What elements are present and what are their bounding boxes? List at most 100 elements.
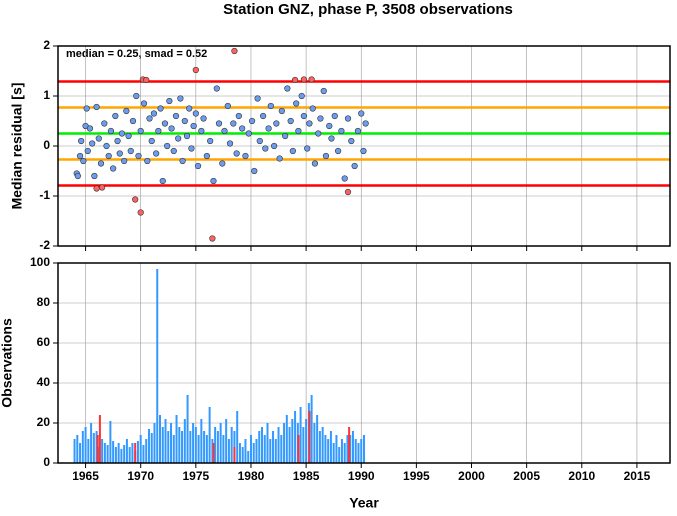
x-tick-label: 1995 bbox=[403, 469, 430, 483]
bar bbox=[327, 439, 330, 463]
bar bbox=[272, 431, 275, 463]
bar bbox=[343, 443, 346, 463]
data-point bbox=[83, 105, 90, 112]
data-point bbox=[192, 110, 199, 117]
data-point bbox=[190, 122, 197, 130]
bar bbox=[109, 421, 112, 463]
bar bbox=[136, 441, 139, 463]
data-point bbox=[295, 127, 302, 135]
bar bbox=[354, 439, 357, 463]
data-point bbox=[97, 160, 105, 167]
data-point bbox=[360, 147, 367, 155]
bar bbox=[305, 419, 308, 463]
data-point bbox=[309, 105, 316, 112]
data-point bbox=[231, 47, 238, 55]
data-point bbox=[239, 125, 246, 132]
data-point bbox=[146, 115, 153, 122]
data-point bbox=[219, 160, 226, 167]
y-tick-label: 0 bbox=[43, 138, 50, 152]
bar bbox=[332, 443, 335, 463]
data-point bbox=[207, 137, 214, 145]
data-point bbox=[213, 85, 220, 92]
data-point bbox=[311, 160, 319, 167]
data-point bbox=[348, 137, 355, 145]
bar bbox=[297, 435, 300, 463]
bar bbox=[145, 439, 148, 463]
data-point bbox=[105, 152, 112, 160]
data-point bbox=[101, 120, 108, 127]
bar bbox=[261, 427, 263, 463]
y-tick-label: 0 bbox=[43, 455, 50, 469]
bar bbox=[363, 435, 365, 463]
data-point bbox=[194, 162, 202, 170]
bar bbox=[351, 431, 354, 463]
bar bbox=[192, 423, 195, 463]
bar bbox=[308, 411, 311, 463]
data-point bbox=[334, 147, 342, 155]
x-tick-label: 1965 bbox=[72, 469, 99, 483]
bar bbox=[159, 415, 161, 463]
data-point bbox=[170, 147, 177, 155]
bar bbox=[222, 435, 225, 463]
bar bbox=[302, 427, 305, 463]
data-point bbox=[103, 142, 110, 150]
data-point bbox=[317, 115, 324, 122]
data-point bbox=[315, 130, 322, 137]
y-tick-label: 60 bbox=[37, 335, 51, 349]
bar bbox=[219, 423, 222, 463]
data-point bbox=[123, 107, 130, 115]
x-tick-label: 2000 bbox=[458, 469, 485, 483]
bar bbox=[98, 415, 101, 463]
data-point bbox=[74, 172, 81, 180]
bar bbox=[310, 395, 313, 463]
data-point bbox=[143, 76, 150, 84]
data-point bbox=[153, 150, 160, 157]
annotation: median = 0.25, smad = 0.52 bbox=[66, 48, 207, 60]
bar bbox=[236, 411, 239, 463]
data-point bbox=[112, 112, 119, 120]
data-point bbox=[127, 147, 134, 155]
data-point bbox=[91, 172, 98, 180]
bar bbox=[348, 427, 351, 463]
bar bbox=[233, 447, 236, 463]
bar bbox=[313, 423, 316, 463]
y-axis-label: Observations bbox=[0, 318, 15, 408]
data-point bbox=[93, 185, 100, 192]
bar bbox=[247, 451, 250, 463]
x-tick-label: 1975 bbox=[182, 469, 209, 483]
bar bbox=[227, 439, 230, 463]
bar bbox=[128, 447, 131, 463]
bar bbox=[283, 423, 286, 463]
data-point bbox=[157, 105, 164, 112]
y-tick-label: -1 bbox=[39, 188, 50, 202]
data-point bbox=[354, 127, 362, 135]
bar bbox=[216, 431, 219, 463]
data-point bbox=[129, 117, 137, 125]
bar bbox=[186, 395, 189, 463]
data-point bbox=[331, 112, 338, 120]
plot-frame bbox=[57, 262, 671, 464]
data-point bbox=[291, 76, 299, 84]
bar bbox=[277, 427, 280, 463]
data-point bbox=[358, 110, 365, 117]
bar bbox=[134, 443, 137, 463]
data-point bbox=[188, 145, 195, 152]
bar bbox=[96, 435, 99, 463]
bar bbox=[340, 439, 343, 463]
bar bbox=[147, 429, 150, 463]
bar bbox=[95, 431, 98, 463]
bar bbox=[225, 419, 228, 463]
bar bbox=[200, 419, 203, 463]
x-tick-label: 2005 bbox=[513, 469, 540, 483]
data-point bbox=[306, 120, 313, 127]
data-point bbox=[179, 157, 186, 165]
data-point bbox=[164, 142, 171, 150]
x-tick-label: 2010 bbox=[568, 469, 595, 483]
bar bbox=[92, 433, 95, 463]
bar bbox=[299, 407, 302, 463]
data-point bbox=[254, 95, 261, 102]
x-tick-label: 1990 bbox=[348, 469, 375, 483]
data-point bbox=[248, 117, 256, 125]
bar bbox=[258, 431, 261, 463]
